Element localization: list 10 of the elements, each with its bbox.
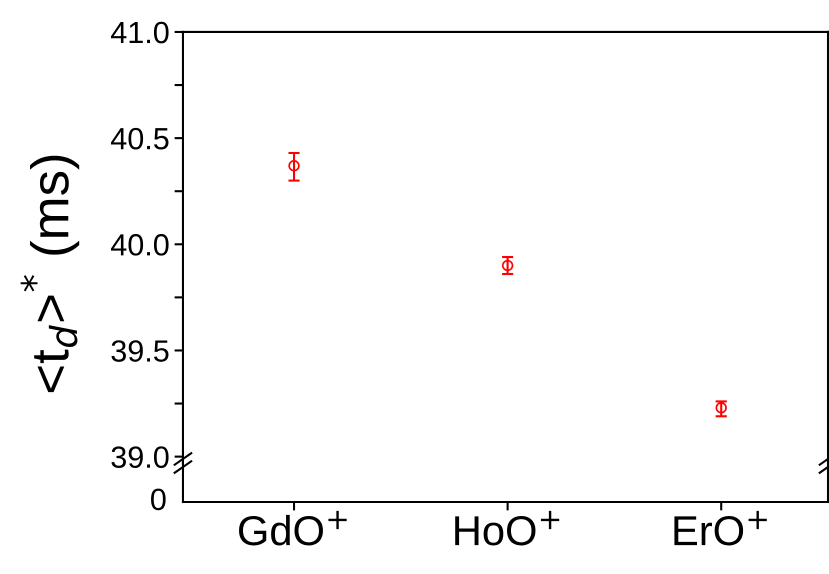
y-tick-label: 40.0 (111, 234, 169, 256)
category-label: GdO$^{+}$ (239, 510, 347, 546)
y-axis-title: <t$_{d}$>$^{*}$ (ms) (20, 156, 80, 392)
y-tick-label: 39.5 (111, 340, 168, 362)
category-label: ErO$^{+}$ (674, 510, 767, 546)
y-tick-label: 41.0 (111, 22, 169, 44)
y-tick-label: 40.5 (111, 128, 168, 150)
text: 0 (151, 488, 166, 510)
y-tick-label: 39.0 (111, 446, 169, 468)
category-label: HoO$^{+}$ (455, 510, 560, 546)
